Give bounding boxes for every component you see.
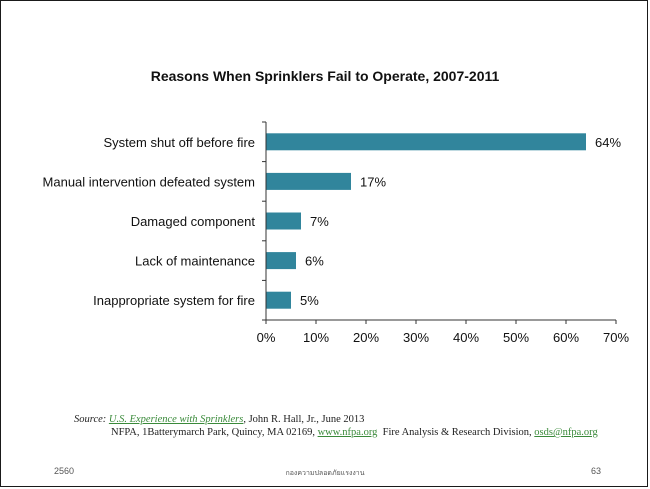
x-tick-label: 50% (503, 330, 529, 345)
bar (266, 291, 291, 309)
bar (266, 252, 296, 270)
source-author-date: , John R. Hall, Jr., June 2013 (243, 414, 365, 425)
bar (266, 133, 586, 151)
x-tick-label: 0% (257, 330, 276, 345)
category-labels: System shut off before fire Manual interv… (43, 135, 256, 308)
value-label: 64% (595, 135, 621, 150)
bar (266, 172, 351, 190)
bar (266, 212, 301, 230)
website-link[interactable]: www.nfpa.org (317, 427, 378, 438)
x-tick-label: 70% (603, 330, 629, 345)
x-tick-label: 10% (303, 330, 329, 345)
chart-title: Reasons When Sprinklers Fail to Operate,… (150, 68, 500, 84)
source-division: Fire Analysis & Research Division, (377, 427, 535, 438)
x-tick-label: 20% (353, 330, 379, 345)
bars-layer (266, 133, 586, 309)
axis-layer: 0% 10% 20% 30% 40% 50% 60% 70% (257, 121, 629, 345)
value-label: 5% (300, 293, 319, 308)
source-label: Source: (74, 414, 107, 425)
category-label: Damaged component (131, 214, 256, 229)
value-label: 6% (305, 254, 324, 269)
value-label: 7% (310, 214, 329, 229)
footer-left: 2560 (54, 466, 75, 476)
category-label: Manual intervention defeated system (43, 174, 255, 189)
x-tick-label: 40% (453, 330, 479, 345)
value-labels: 64% 17% 7% 6% 5% (300, 135, 621, 308)
x-tick-label: 60% (553, 330, 579, 345)
email-link[interactable]: osds@nfpa.org (534, 427, 598, 438)
value-label: 17% (360, 174, 386, 189)
category-label: Inappropriate system for fire (93, 293, 255, 308)
category-label: System shut off before fire (104, 135, 256, 150)
category-label: Lack of maintenance (135, 254, 255, 269)
source-link[interactable]: U.S. Experience with Sprinklers (108, 414, 244, 425)
source-address: NFPA, 1Batterymarch Park, Quincy, MA 021… (111, 427, 318, 438)
source-note: Source: U.S. Experience with Sprinklers,… (74, 413, 598, 439)
x-tick-label: 30% (403, 330, 429, 345)
footer-right: 63 (591, 466, 602, 476)
footer-center: กองความปลอดภัยแรงงาน (285, 470, 365, 477)
